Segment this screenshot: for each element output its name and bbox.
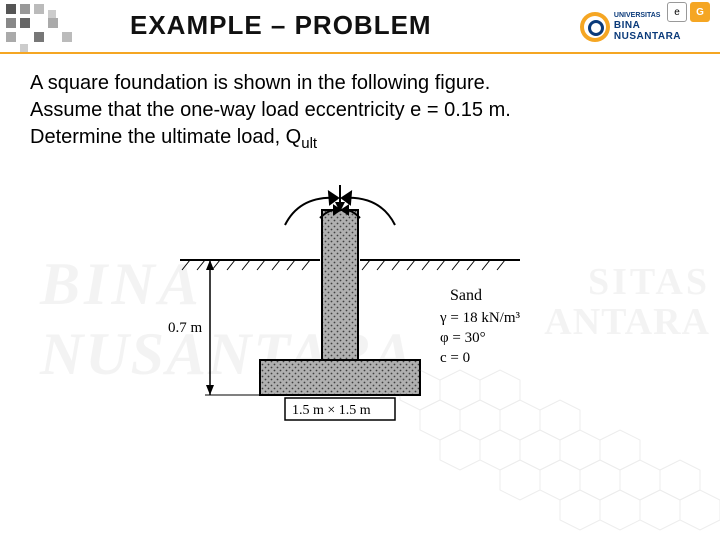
slide-header: EXAMPLE – PROBLEM UNIVERSITAS BINA NUSAN… bbox=[0, 0, 720, 54]
foundation-figure: 0.7 m 1.5 m × 1.5 m Sand γ = 18 kN/m³ φ … bbox=[120, 180, 560, 460]
slide-title: EXAMPLE – PROBLEM bbox=[130, 10, 432, 41]
problem-line1: A square foundation is shown in the foll… bbox=[30, 72, 490, 94]
logo-area: UNIVERSITAS BINA NUSANTARA e G bbox=[580, 4, 710, 50]
watermark-line3: SITAS bbox=[588, 260, 710, 304]
watermark-line4: ANTARA bbox=[544, 300, 710, 344]
problem-line3-sub: ult bbox=[301, 135, 317, 152]
header-decor-squares bbox=[0, 0, 110, 54]
problem-line2: Assume that the one-way load eccentricit… bbox=[30, 99, 511, 121]
logo-ring-icon bbox=[580, 12, 610, 42]
logo-text-name: BINA NUSANTARA bbox=[614, 20, 710, 42]
soil-gamma: γ = 18 kN/m³ bbox=[439, 310, 521, 326]
accreditation-badges: e G bbox=[667, 2, 710, 22]
problem-line3-prefix: Determine the ultimate load, Q bbox=[30, 126, 301, 148]
foundation-svg: 0.7 m 1.5 m × 1.5 m Sand γ = 18 kN/m³ φ … bbox=[120, 180, 560, 460]
depth-label: 0.7 m bbox=[168, 320, 203, 336]
badge-e: e bbox=[667, 2, 687, 22]
footing-label: 1.5 m × 1.5 m bbox=[292, 403, 371, 418]
problem-statement: A square foundation is shown in the foll… bbox=[30, 70, 670, 154]
soil-label: Sand bbox=[450, 287, 482, 304]
soil-c: c = 0 bbox=[440, 350, 470, 366]
soil-phi: φ = 30° bbox=[440, 330, 486, 346]
badge-g: G bbox=[690, 2, 710, 22]
